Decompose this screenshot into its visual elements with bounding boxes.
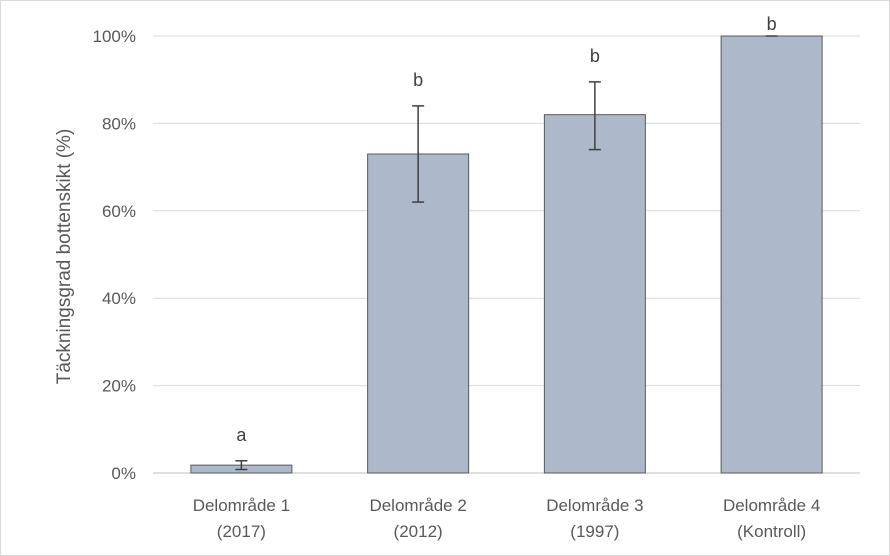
x-category-sublabel: (2017) [217,522,266,541]
labels: 0% 20% 40% 60% 80% 100% a Delområde 1 (2017) b Del… [93,14,821,541]
x-category-label: Delområde 3 [546,496,643,515]
significance-letter: b [413,70,423,90]
x-category-sublabel: (1997) [570,522,619,541]
x-category-sublabel: (2012) [394,522,443,541]
error-bars [235,35,778,471]
y-axis-label: Täckningsgrad bottenskikt (%) [54,129,75,385]
significance-letter: b [590,46,600,66]
x-category-sublabel: (Kontroll) [737,522,806,541]
bar [543,114,646,474]
y-tick-label: 100% [93,27,136,46]
x-category-label: Delområde 2 [369,496,466,515]
y-tick-label: 60% [102,202,136,221]
x-category-label: Delområde 4 [723,496,820,515]
y-tick-label: 20% [102,377,136,396]
bar [367,153,470,474]
significance-letter: b [767,14,777,34]
bars [190,35,823,474]
y-tick-label: 0% [111,464,136,483]
y-tick-label: 40% [102,289,136,308]
y-tick-label: 80% [102,114,136,133]
significance-letter: a [236,425,247,445]
x-category-label: Delområde 1 [193,496,290,515]
bar [720,35,823,474]
